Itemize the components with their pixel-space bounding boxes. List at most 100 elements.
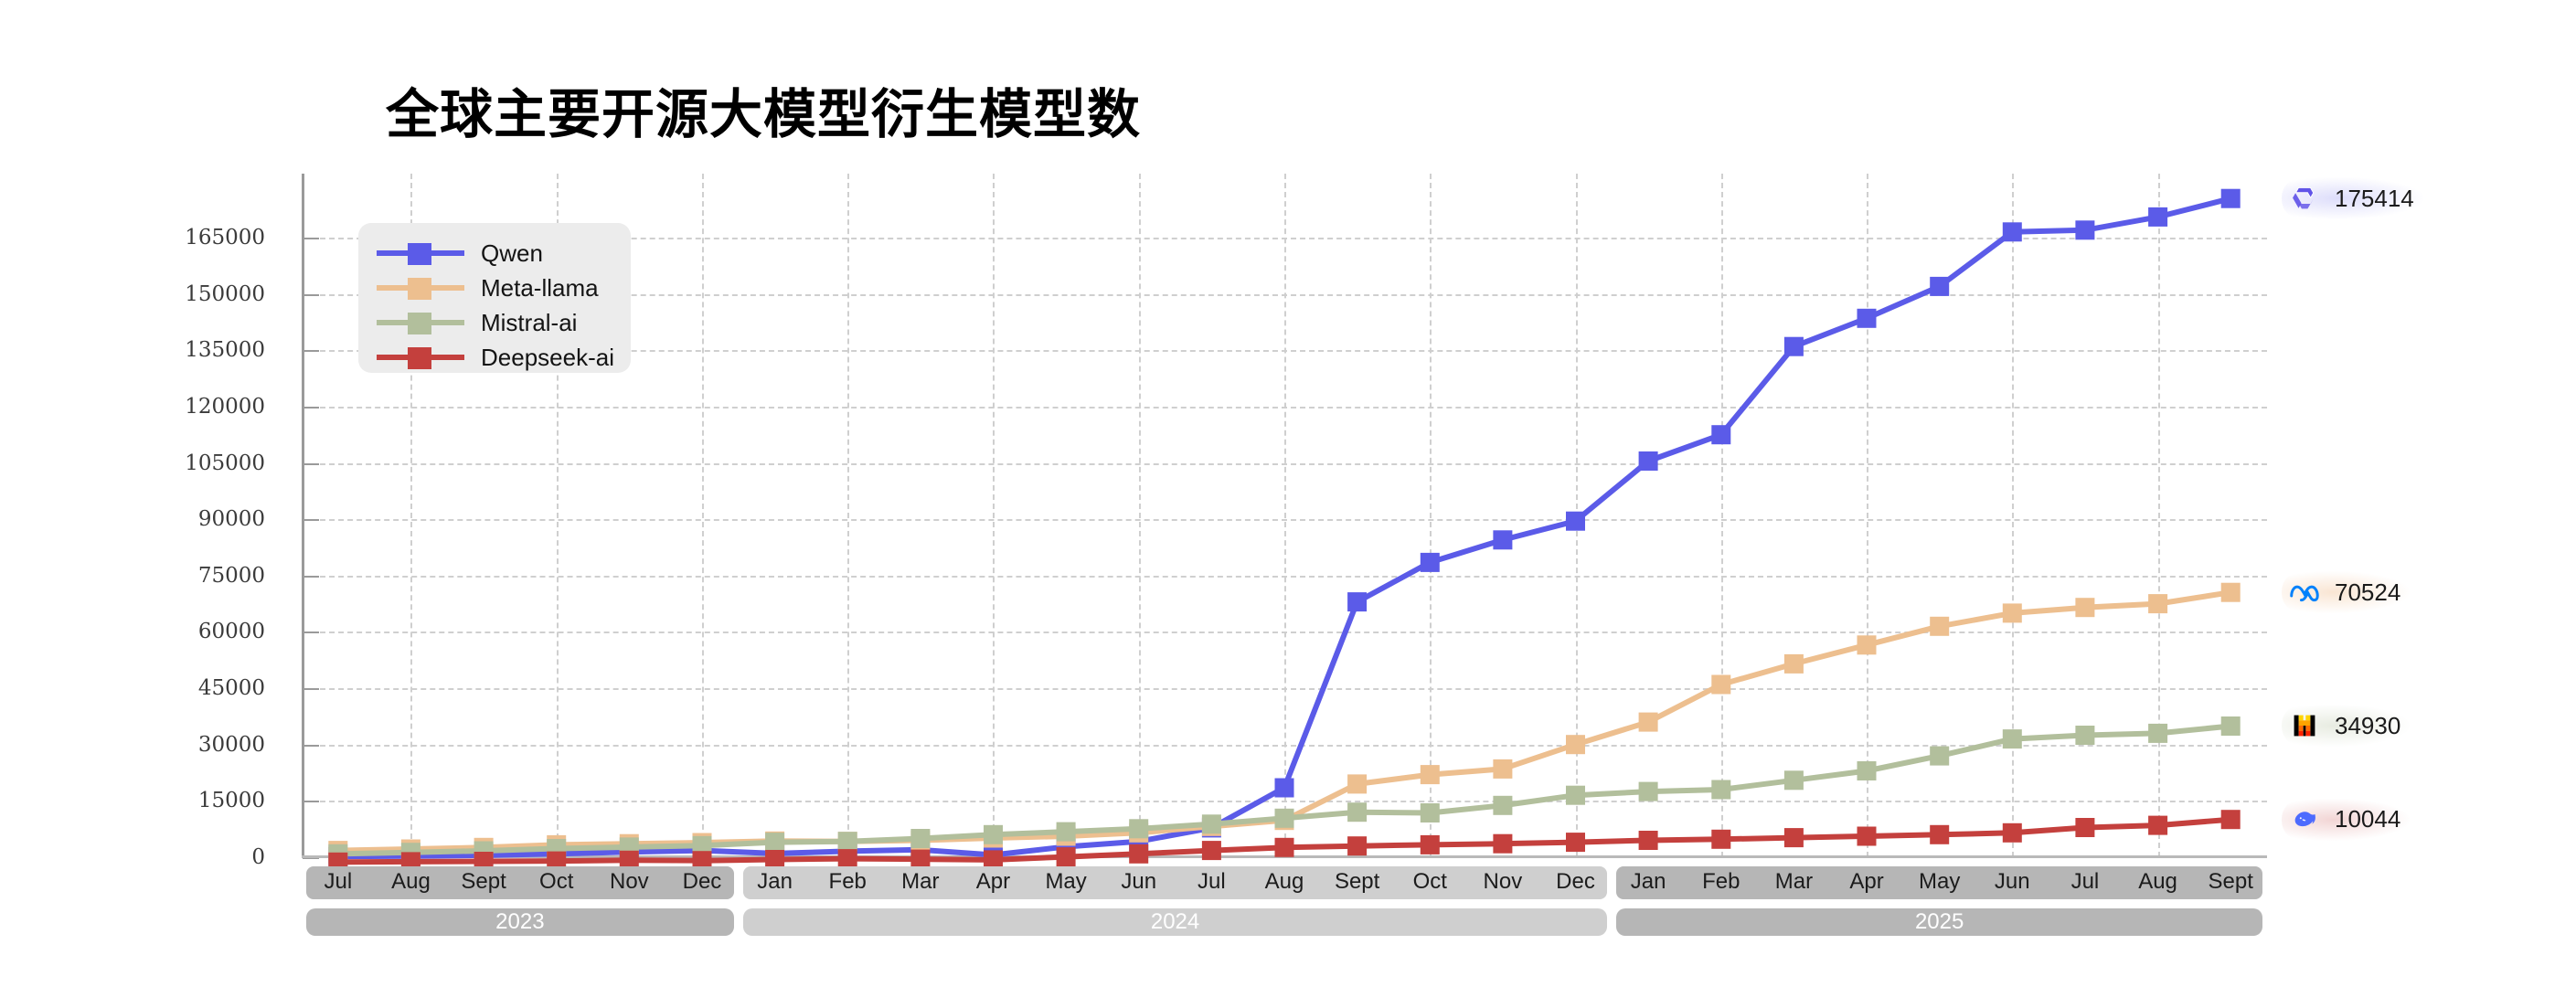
- endpoint-value-meta: 70524: [2335, 578, 2401, 606]
- month-label: Sept: [2208, 869, 2253, 894]
- data-point-marker: [2075, 818, 2095, 837]
- y-tick-mark: [303, 238, 319, 239]
- data-point-marker: [1347, 836, 1368, 856]
- y-tick-mark: [303, 688, 319, 691]
- legend-item-meta-llama[interactable]: Meta-llama: [358, 271, 631, 305]
- data-point-marker: [1056, 822, 1076, 842]
- endpoint-mistral: 34930: [2282, 705, 2411, 748]
- data-point-marker: [2075, 598, 2095, 618]
- y-tick-label: 165000: [185, 226, 265, 249]
- legend-item-qwen[interactable]: Qwen: [358, 236, 631, 271]
- data-point-marker: [1638, 451, 1658, 471]
- y-tick-mark: [303, 519, 319, 522]
- y-tick-label: 150000: [185, 281, 265, 306]
- month-label: Jul: [1198, 869, 1226, 894]
- x-gridline: [1867, 174, 1869, 857]
- year-label: 2025: [1914, 909, 1964, 934]
- x-gridline: [993, 174, 995, 857]
- legend-item-mistral-ai[interactable]: Mistral-ai: [358, 305, 631, 340]
- data-point-marker: [1201, 814, 1221, 834]
- x-gridline: [2012, 174, 2015, 857]
- data-point-marker: [1493, 833, 1513, 854]
- data-point-marker: [2075, 726, 2095, 745]
- month-label: Nov: [1483, 869, 1523, 894]
- year-band: [742, 908, 1608, 936]
- x-gridline: [701, 174, 704, 857]
- legend-swatch-icon: [377, 345, 464, 370]
- x-gridline: [2157, 174, 2160, 857]
- data-point-marker: [1930, 746, 1950, 766]
- legend-marker: [408, 347, 431, 369]
- legend-label: Deepseek-ai: [481, 343, 614, 371]
- legend-label: Qwen: [481, 239, 543, 267]
- endpoint-meta: 70524: [2282, 571, 2411, 614]
- data-point-marker: [2220, 810, 2241, 830]
- month-label: Sept: [1334, 869, 1380, 894]
- data-point-marker: [1638, 712, 1658, 732]
- month-label: Oct: [1412, 869, 1447, 894]
- y-tick-label: 60000: [197, 620, 265, 644]
- year-label: 2024: [1150, 909, 1200, 934]
- month-label: Dec: [682, 869, 722, 894]
- data-point-marker: [1201, 818, 1221, 838]
- data-point-marker: [1347, 774, 1368, 794]
- endpoint-value-qwen: 175414: [2335, 184, 2414, 212]
- y-tick-mark: [303, 406, 319, 409]
- month-label: Nov: [609, 869, 649, 894]
- month-label: Jul: [2070, 869, 2100, 894]
- data-point-marker: [1930, 824, 1950, 844]
- x-gridline: [1138, 174, 1141, 857]
- x-gridline: [1430, 174, 1432, 857]
- data-point-marker: [619, 842, 639, 862]
- legend-swatch-icon: [377, 275, 464, 301]
- meta-logo-icon: [2287, 575, 2322, 610]
- legend-label: Mistral-ai: [481, 308, 578, 336]
- y-tick-mark: [303, 575, 319, 578]
- month-label: Feb: [828, 869, 867, 894]
- y-tick-label: 90000: [197, 507, 265, 532]
- page-title: 全球主要开源大模型衍生模型数: [386, 83, 1142, 145]
- month-band: [306, 866, 734, 899]
- month-label: Aug: [391, 869, 431, 894]
- month-label: Jun: [1121, 869, 1157, 894]
- legend-swatch-icon: [377, 240, 464, 266]
- y-tick-label: 120000: [185, 394, 265, 419]
- y-tick-label: 75000: [197, 563, 265, 588]
- y-tick-label: 45000: [197, 676, 265, 701]
- data-point-marker: [1056, 837, 1076, 856]
- legend-item-deepseek-ai[interactable]: Deepseek-ai: [358, 340, 631, 375]
- year-band: [306, 908, 734, 936]
- data-point-marker: [1783, 828, 1804, 848]
- month-label: Sept: [461, 869, 506, 894]
- y-tick-mark: [303, 857, 319, 859]
- data-point-marker: [1056, 826, 1076, 846]
- month-band: [742, 866, 1608, 899]
- legend-marker: [408, 278, 431, 300]
- month-label: Apr: [1849, 869, 1884, 894]
- y-tick-label: 105000: [185, 451, 265, 475]
- data-point-marker: [2220, 188, 2241, 208]
- month-label: Jul: [324, 869, 353, 894]
- legend-swatch-icon: [377, 310, 464, 335]
- year-band: [1616, 908, 2262, 936]
- qwen-logo-icon: [2287, 181, 2322, 216]
- x-axis-line: [302, 855, 2267, 858]
- x-gridline: [847, 174, 850, 857]
- data-point-marker: [765, 833, 785, 853]
- month-label: Feb: [1702, 869, 1740, 894]
- y-tick-mark: [303, 293, 319, 296]
- y-tick-mark: [303, 801, 319, 803]
- month-label: Oct: [539, 869, 574, 894]
- month-label: Dec: [1556, 869, 1595, 894]
- y-tick-mark: [303, 350, 319, 353]
- data-point-marker: [619, 837, 639, 857]
- month-label: Aug: [2138, 869, 2177, 894]
- year-label: 2023: [495, 909, 545, 934]
- legend-marker: [408, 243, 431, 265]
- deepseek-logo-icon: [2287, 802, 2322, 837]
- y-tick-label: 135000: [185, 338, 265, 363]
- data-point-marker: [1783, 653, 1804, 674]
- month-label: Mar: [901, 869, 940, 894]
